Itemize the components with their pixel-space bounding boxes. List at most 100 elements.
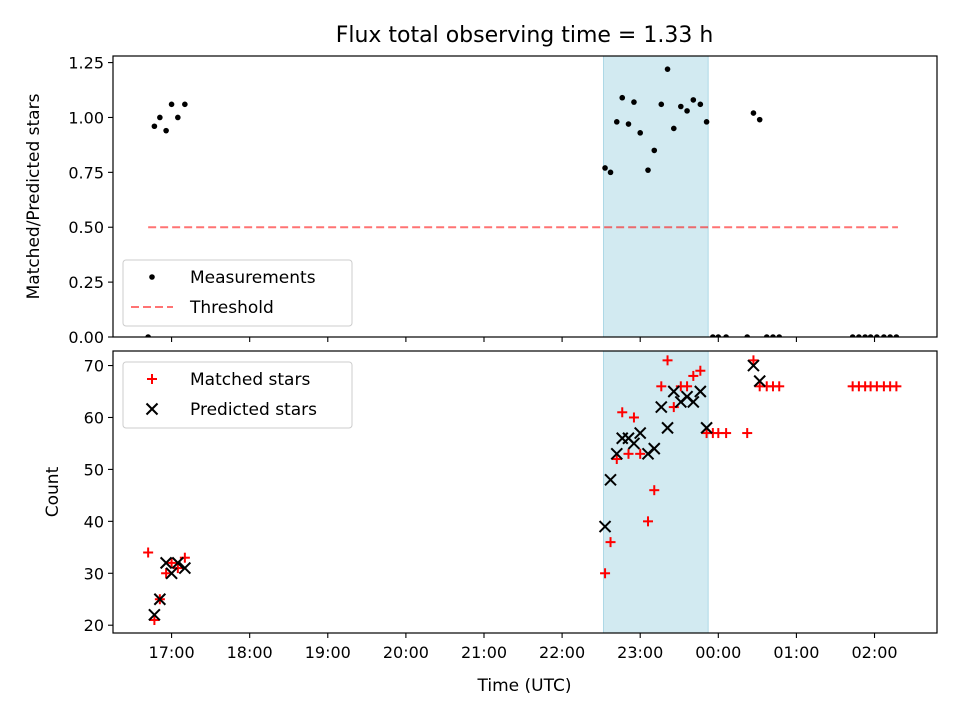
matched-star-point: [611, 454, 622, 465]
matched-star-point: [774, 381, 785, 392]
measurement-point: [697, 101, 704, 108]
predicted-star-point: [687, 395, 700, 409]
measurement-point: [862, 334, 868, 337]
predicted-star-point: [655, 400, 668, 414]
measurement-point: [750, 110, 757, 116]
x-axis-label: Time (UTC): [477, 676, 572, 696]
measurement-point: [678, 103, 684, 110]
predicted-star-point-b: [747, 359, 760, 372]
predicted-star-point: [159, 556, 173, 570]
matched-star-point: [600, 568, 611, 579]
measurement-point: [658, 101, 665, 108]
measurement-point: [856, 334, 862, 337]
predicted-star-point-b: [159, 556, 173, 570]
chart-title: Flux total observing time = 1.33 h: [336, 23, 714, 48]
ratio-axes-frame: [112, 55, 938, 338]
measurement-point: [175, 114, 181, 121]
ratio-y-tick-label: 0.50: [68, 218, 104, 237]
matched-star-point: [662, 355, 673, 366]
predicted-star-point: [633, 426, 647, 440]
matched-star-point: [166, 557, 177, 568]
predicted-star-point: [700, 421, 713, 435]
matched-star-point: [605, 537, 616, 548]
predicted-star-point: [661, 421, 674, 435]
ratio-legend: Measurements Threshold: [122, 259, 353, 327]
ratio-y-tick-label: 1.25: [68, 54, 104, 73]
x-tick-label: 22:00: [539, 643, 585, 662]
count-y-tick-label: 20: [84, 616, 104, 635]
measurement-point: [613, 119, 620, 125]
ratio-observing-span: [602, 55, 709, 338]
predicted-star-point: [627, 437, 641, 450]
measurement-point: [867, 334, 874, 337]
predicted-star-point: [604, 473, 617, 487]
measurement-point: [625, 121, 632, 127]
measurement-point: [619, 94, 626, 101]
predicted-star-point: [753, 374, 766, 388]
matched-star-point: [682, 381, 693, 392]
measurement-point: [670, 125, 677, 132]
legend-predicted-marker: [145, 402, 159, 416]
measurement-point: [168, 101, 175, 108]
measurement-point: [637, 130, 644, 136]
predicted-star-point-b: [661, 421, 674, 435]
matched-star-point: [721, 428, 732, 439]
measurement-point: [723, 334, 729, 337]
matched-star-point: [668, 402, 679, 413]
predicted-star-point: [153, 593, 167, 606]
ratio-y-tick-label: 1.00: [68, 108, 104, 127]
matched-star-point: [688, 370, 699, 381]
matched-star-point: [628, 412, 639, 423]
matched-star-point: [635, 448, 646, 459]
predicted-star-point: [747, 359, 760, 372]
legend-matched-marker: [147, 374, 157, 384]
measurement-point: [703, 119, 710, 125]
count-y-axis-label: Count: [43, 466, 63, 517]
matched-star-point: [656, 381, 667, 392]
x-tick-label: 01:00: [773, 643, 819, 662]
predicted-star-point: [148, 608, 161, 622]
legend-label: Matched stars: [190, 370, 310, 390]
predicted-star-point-b: [680, 390, 694, 403]
count-plot-area: [143, 355, 902, 626]
legend-predicted-marker-b: [145, 402, 159, 416]
legend-measurement-marker: [149, 274, 155, 280]
measurement-point: [849, 334, 856, 337]
predicted-star-point: [178, 561, 192, 575]
measurement-point: [664, 66, 671, 72]
measurement-point: [710, 334, 716, 337]
predicted-star-point: [648, 442, 661, 455]
count-axes-frame: [112, 350, 938, 634]
count-y-tick-label: 50: [84, 460, 104, 479]
predicted-star-point-b: [667, 385, 680, 398]
measurement-point: [874, 334, 880, 337]
measurement-point: [157, 114, 163, 121]
measurement-point: [881, 334, 887, 337]
x-tick-label: 23:00: [617, 643, 663, 662]
count-panel: 20 30 40 50 60 70 17:00 18:00 19:00 20:00 21:00 22:…: [43, 350, 938, 662]
count-legend: Matched stars Predicted stars: [122, 361, 353, 429]
measurement-point: [776, 334, 783, 337]
measurement-point: [690, 97, 697, 103]
measurement-point: [715, 334, 722, 337]
measurement-point: [607, 169, 614, 176]
predicted-star-point-b: [165, 567, 178, 580]
x-tick-label: 00:00: [695, 643, 741, 662]
matched-star-point: [149, 615, 160, 626]
ratio-y-tick-label: 0.25: [68, 273, 104, 292]
predicted-star-point-b: [627, 437, 641, 450]
measurement-point: [893, 334, 900, 337]
predicted-star-point: [165, 567, 178, 580]
legend-label: Predicted stars: [190, 400, 317, 420]
predicted-star-point-b: [171, 556, 185, 570]
count-y-tick-label: 60: [84, 408, 104, 427]
measurement-point: [763, 334, 770, 337]
predicted-star-point-b: [687, 395, 700, 409]
matched-star-point: [617, 407, 628, 418]
legend-label: Measurements: [190, 268, 316, 288]
ratio-panel: 0.00 0.25 0.50 0.75 1.00 1.25 Matched/Predicte…: [24, 54, 938, 347]
ratio-y-tick-label: 0.75: [68, 163, 104, 182]
measurement-point: [602, 165, 608, 171]
measurement-point: [756, 116, 763, 123]
